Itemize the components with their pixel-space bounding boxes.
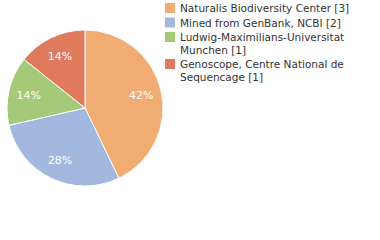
data-labels: 42% 28% 14% 14% (17, 50, 154, 167)
pie (7, 30, 163, 186)
data-label: 28% (48, 154, 72, 167)
legend-label: Ludwig-Maximilians-UniversitatMunchen [1… (180, 31, 344, 56)
data-label: 14% (48, 50, 72, 63)
legend-label: Naturalis Biodiversity Center [3] (180, 2, 349, 14)
legend-label: Genoscope, Centre National deSequencage … (180, 58, 344, 83)
legend-swatch (165, 3, 175, 13)
legend: Naturalis Biodiversity Center [3] Mined f… (165, 2, 349, 83)
chart: 42% 28% 14% 14% Naturalis Biodiversity Cente… (0, 0, 380, 240)
legend-swatch (165, 32, 175, 42)
legend-label: Mined from GenBank, NCBI [2] (180, 17, 341, 29)
legend-swatch (165, 18, 175, 28)
data-label: 14% (17, 89, 41, 102)
data-label: 42% (129, 89, 153, 102)
legend-swatch (165, 59, 175, 69)
